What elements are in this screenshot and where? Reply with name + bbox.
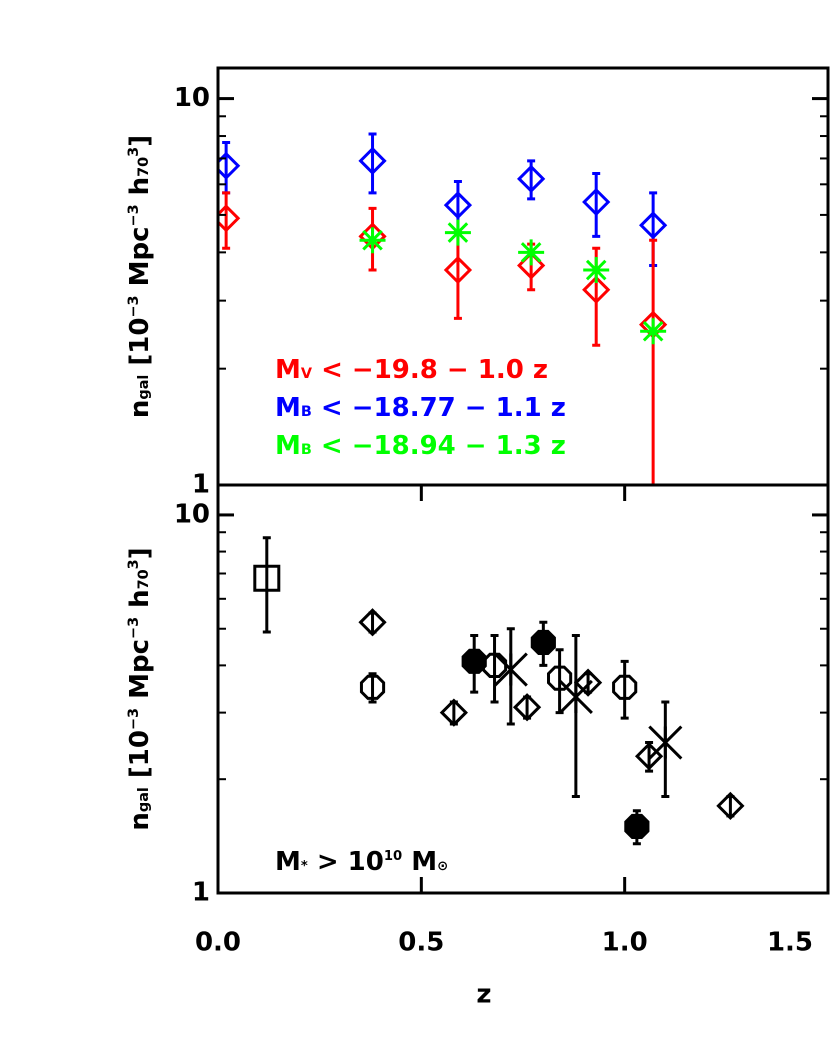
error-bar [490, 633, 499, 704]
y-tick-label: 1 [192, 878, 210, 908]
error-bar [368, 611, 377, 634]
legend-entry-part: < −18.94 − 1.3 z [312, 431, 566, 461]
y-axis-label-part: ] [125, 547, 155, 559]
y-axis-label: ngal [10−3 Mpc−3 h703] [125, 547, 155, 830]
legend-entry: MV < −19.8 − 1.0 z [275, 355, 548, 385]
marker [359, 674, 386, 700]
marker [624, 813, 650, 840]
marker [518, 239, 545, 266]
marker [639, 211, 668, 240]
marker [358, 146, 387, 175]
legend-entry-part: M [275, 355, 301, 385]
marker [512, 693, 542, 722]
error-bar [571, 633, 580, 798]
x-tick-label: 1.5 [767, 928, 813, 958]
x-tick-label: 0.5 [398, 928, 444, 958]
y-axis-label-part: h [125, 589, 155, 617]
annotation-part: M [402, 847, 437, 877]
marker [493, 652, 528, 687]
x-axis-label: z [476, 980, 491, 1010]
error-bar [222, 191, 231, 250]
marker [461, 648, 487, 674]
marker [530, 629, 556, 656]
y-axis-label-part: 3 [126, 147, 142, 157]
y-axis-label-part: 3 [126, 559, 142, 569]
legend-entry-part: M [275, 393, 301, 423]
y-axis-label-part: −3 [126, 204, 142, 226]
y-axis-label-part: gal [136, 375, 152, 400]
x-tick-label: 0.0 [195, 928, 241, 958]
marker [444, 219, 471, 246]
y-axis-label-part: n [125, 812, 155, 831]
y-axis-label-part: h [125, 177, 155, 205]
annotation-part: * [301, 859, 308, 874]
y-tick-label: 10 [174, 83, 210, 113]
marker [716, 791, 745, 820]
marker [648, 725, 683, 760]
y-axis-label-part: [10 [125, 318, 155, 375]
legend-entry: MB < −18.94 − 1.3 z [275, 431, 566, 461]
marker [253, 564, 281, 592]
marker [558, 679, 593, 715]
y-axis-label-part: n [125, 400, 155, 419]
marker [582, 275, 611, 304]
legend-entry-part: B [301, 404, 312, 420]
marker [359, 227, 386, 254]
legend-entry-part: V [301, 366, 313, 382]
marker [517, 164, 546, 193]
annotation-part: ⊙ [437, 859, 448, 874]
plot-area [253, 536, 745, 846]
plot-frame [216, 483, 830, 895]
annotation-part: M [275, 847, 301, 877]
plot-area [218, 132, 668, 485]
y-axis-label-part: gal [136, 787, 152, 812]
annotation-part: 10 [384, 849, 402, 864]
legend-entry-part: < −18.77 − 1.1 z [312, 393, 566, 423]
error-bar [262, 536, 271, 634]
marker [582, 187, 611, 217]
y-axis-label-part: Mpc [125, 226, 155, 295]
marker [358, 608, 387, 637]
error-bar [555, 648, 564, 715]
y-tick-label: 10 [174, 499, 210, 529]
legend-entry: MB < −18.77 − 1.1 z [275, 393, 566, 423]
marker [443, 255, 473, 285]
error-bar [368, 132, 377, 195]
y-axis-label-part: 70 [136, 569, 152, 589]
error-bar [592, 171, 601, 238]
legend-entry-part: < −19.8 − 1.0 z [312, 355, 548, 385]
annotation: M* > 1010 M⊙ [275, 847, 448, 877]
y-axis-label-part: 70 [136, 157, 152, 177]
y-axis-label-part: [10 [125, 730, 155, 787]
marker [439, 698, 468, 727]
y-tick-label: 1 [192, 470, 210, 500]
error-bar [222, 140, 231, 195]
marker [583, 257, 610, 284]
marker [547, 665, 573, 691]
y-axis-label-part: ] [125, 135, 155, 147]
marker [640, 318, 667, 345]
legend-entry-part: B [301, 442, 312, 458]
annotation-part: > 10 [308, 847, 384, 877]
y-axis-label: ngal [10−3 Mpc−3 h703] [125, 135, 155, 418]
error-bar [649, 238, 658, 485]
y-axis-label-part: −3 [126, 708, 142, 730]
marker [612, 674, 638, 700]
marker [573, 668, 603, 697]
x-tick-label: 1.0 [602, 928, 648, 958]
y-axis-label-part: Mpc [125, 639, 155, 708]
legend-entry-part: M [275, 431, 301, 461]
marker [443, 191, 473, 220]
y-axis-label-part: −3 [126, 295, 142, 317]
error-bar [726, 794, 735, 818]
y-axis-label-part: −3 [126, 617, 142, 639]
error-bar [620, 659, 629, 720]
